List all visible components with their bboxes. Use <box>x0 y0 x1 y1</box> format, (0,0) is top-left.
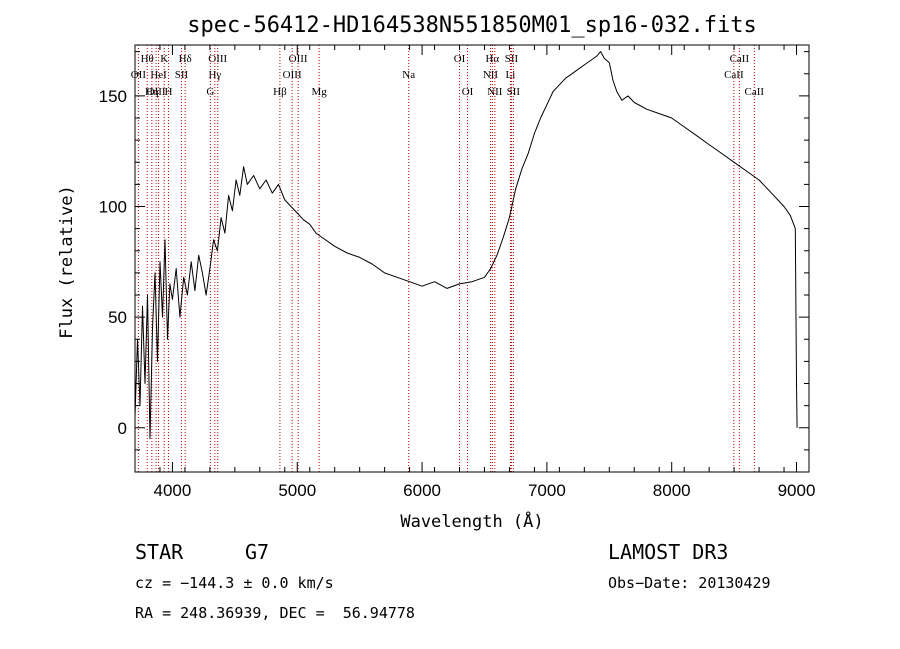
y-tick-label: 100 <box>99 198 127 217</box>
spectral-line-label: SII <box>505 53 519 65</box>
spectral-line-label: NII <box>483 69 499 81</box>
spectrum-series <box>134 51 798 440</box>
y-tick-label: 0 <box>118 419 127 438</box>
y-tick-label: 150 <box>99 87 127 106</box>
x-tick-label: 7000 <box>528 481 566 500</box>
spectral-line-label: G <box>206 86 214 98</box>
spectral-line-label: Hδ <box>179 53 192 65</box>
spectral-line-label: OII <box>131 69 147 81</box>
spectral-line-label: OIII <box>147 86 166 98</box>
spectral-line-label: NII <box>487 86 503 98</box>
plot-frame <box>134 44 810 473</box>
spectrum-line <box>134 51 798 440</box>
spectral-line-label: CaII <box>730 53 750 65</box>
x-axis-label: Wavelength (Å) <box>400 510 543 532</box>
spectral-line-label: OI <box>454 53 466 65</box>
spectral-line-label: Hγ <box>208 69 221 81</box>
survey-name: LAMOST DR3 <box>608 540 729 564</box>
chart-title: spec-56412-HD164538N551850M01_sp16-032.f… <box>187 13 757 38</box>
spectral-line-label: Hβ <box>273 86 287 98</box>
spectral-line-label: Hα <box>485 53 499 65</box>
observation-date: Obs−Date: 20130429 <box>608 574 771 592</box>
x-tick-label: 8000 <box>653 481 691 500</box>
object-class: STAR <box>135 540 184 564</box>
y-tick-label: 50 <box>108 308 127 327</box>
x-tick-label: 6000 <box>403 481 441 500</box>
spectral-line-label: OIII <box>208 53 227 65</box>
x-tick-label: 5000 <box>278 481 316 500</box>
redshift-cz: cz = −144.3 ± 0.0 km/s <box>135 574 334 592</box>
spectral-line-label: Mg <box>311 86 327 98</box>
spectral-line-label: Li <box>506 69 516 81</box>
spectral-line-label: H <box>164 86 172 98</box>
spectral-line-label: K <box>160 53 168 65</box>
x-tick-label: 9000 <box>778 481 816 500</box>
spectral-line-label: HeI <box>150 69 167 81</box>
spectral-line-label: OI <box>462 86 474 98</box>
spectral-line-label: SII <box>175 69 189 81</box>
spectral-line-label: Hη <box>145 86 159 98</box>
spectral-line-label: SII <box>507 86 521 98</box>
y-axis-label: Flux (relative) <box>57 185 77 339</box>
spectral-line-label: OIII <box>289 53 308 65</box>
x-tick-label: 4000 <box>154 481 192 500</box>
sky-coordinates: RA = 248.36939, DEC = 56.94778 <box>135 604 415 622</box>
object-subclass: G7 <box>245 540 270 564</box>
spectral-line-label: OIII <box>283 69 302 81</box>
axis-ticks: 4000 5000 6000 7000 8000 9000 0 50 100 150 <box>99 45 816 500</box>
spectral-line-label: CaII <box>724 69 744 81</box>
spectral-line-label: Na <box>402 69 415 81</box>
spectral-line-label: Hθ <box>141 53 154 65</box>
spectral-line-label: CaII <box>745 86 765 98</box>
